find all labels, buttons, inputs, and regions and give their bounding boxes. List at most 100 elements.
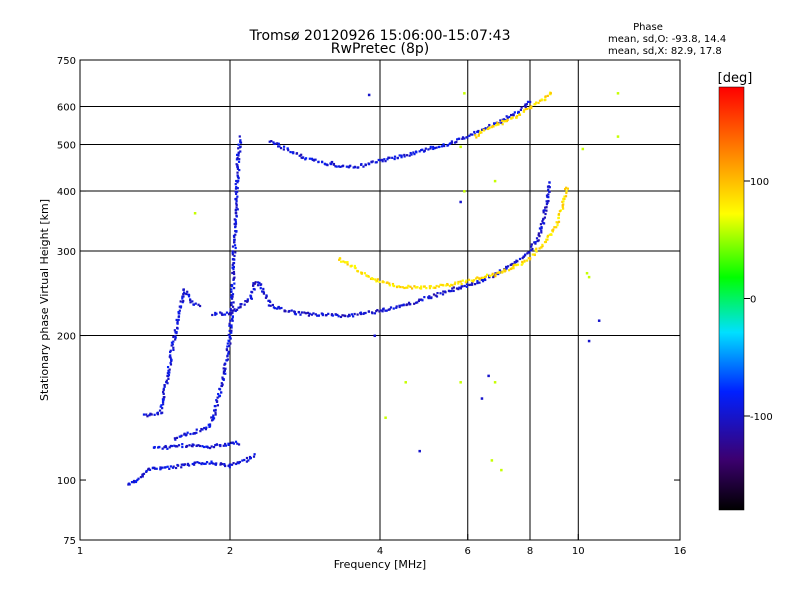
data-point (216, 404, 220, 407)
data-point (557, 220, 561, 223)
data-point (416, 286, 419, 289)
data-point (221, 376, 224, 379)
data-point (130, 481, 134, 484)
data-point (214, 463, 218, 466)
data-point (585, 271, 589, 275)
data-point (229, 463, 232, 466)
data-point (519, 108, 522, 112)
data-point (231, 263, 234, 267)
stats-heading: Phase (633, 22, 663, 33)
data-point (176, 321, 179, 325)
data-point (413, 302, 416, 305)
data-point (501, 119, 504, 122)
data-point (245, 460, 249, 463)
data-point (141, 473, 144, 476)
data-point (448, 285, 451, 288)
data-point (224, 362, 227, 365)
data-point (230, 297, 234, 300)
data-point (428, 295, 431, 298)
data-point (292, 152, 295, 155)
colorbar-tick-label: 100 (750, 177, 769, 188)
data-point (132, 481, 136, 484)
data-point (382, 281, 385, 284)
data-point (381, 160, 384, 163)
data-point (461, 136, 465, 139)
data-point (337, 315, 340, 318)
data-point (465, 285, 468, 288)
data-point (236, 190, 239, 193)
data-point (220, 462, 223, 466)
data-point (163, 395, 166, 399)
data-point (165, 379, 168, 382)
data-point (321, 312, 324, 316)
data-point (262, 287, 265, 291)
data-point (197, 303, 200, 306)
data-point (214, 411, 217, 414)
data-point (376, 278, 379, 281)
data-point (237, 443, 241, 446)
data-point (236, 187, 239, 190)
data-point (252, 455, 256, 458)
data-point (299, 313, 302, 316)
data-point (421, 299, 424, 302)
data-point (345, 165, 348, 168)
data-point (545, 203, 549, 206)
data-point (546, 195, 549, 198)
data-point (310, 157, 314, 160)
data-point (562, 197, 565, 201)
data-point (235, 185, 238, 189)
data-point (165, 381, 168, 384)
data-point (162, 392, 165, 395)
data-point (350, 313, 353, 316)
data-point (459, 280, 462, 283)
data-point (234, 246, 237, 250)
series-o-mode-f2-upper (268, 100, 532, 169)
data-point (231, 305, 235, 308)
data-point (277, 306, 280, 309)
data-point (202, 445, 206, 449)
data-point (316, 314, 319, 317)
data-point (222, 370, 226, 373)
data-point (172, 465, 175, 468)
data-point (581, 147, 585, 151)
data-point (235, 462, 238, 466)
data-point (280, 306, 283, 310)
data-point (215, 462, 218, 465)
data-point (402, 303, 405, 306)
data-point (193, 432, 197, 435)
data-point (374, 278, 377, 281)
data-point (553, 226, 556, 229)
data-point (232, 462, 235, 465)
data-point (212, 445, 216, 449)
data-point (538, 227, 542, 230)
data-point (409, 151, 412, 155)
data-point (170, 341, 174, 344)
data-point (545, 209, 548, 212)
data-point (410, 153, 413, 156)
data-point (491, 274, 494, 277)
data-point (432, 147, 435, 151)
data-point (231, 309, 234, 312)
data-point (442, 284, 445, 287)
data-point (261, 290, 264, 293)
data-point (449, 283, 453, 286)
data-point (523, 259, 526, 262)
data-point (548, 190, 551, 193)
data-point (136, 478, 139, 482)
data-point (187, 464, 191, 467)
data-point (508, 115, 511, 119)
data-point (230, 441, 233, 444)
data-point (537, 232, 540, 235)
data-point (352, 166, 355, 169)
y-tick-label: 400 (57, 187, 76, 198)
data-point (300, 153, 303, 156)
data-point (182, 463, 186, 467)
data-point (182, 299, 185, 303)
data-point (220, 312, 223, 315)
data-point (188, 444, 191, 447)
data-point (344, 314, 347, 318)
data-point (538, 247, 541, 250)
data-point (250, 297, 253, 300)
data-point (231, 295, 234, 298)
data-point (499, 119, 502, 122)
